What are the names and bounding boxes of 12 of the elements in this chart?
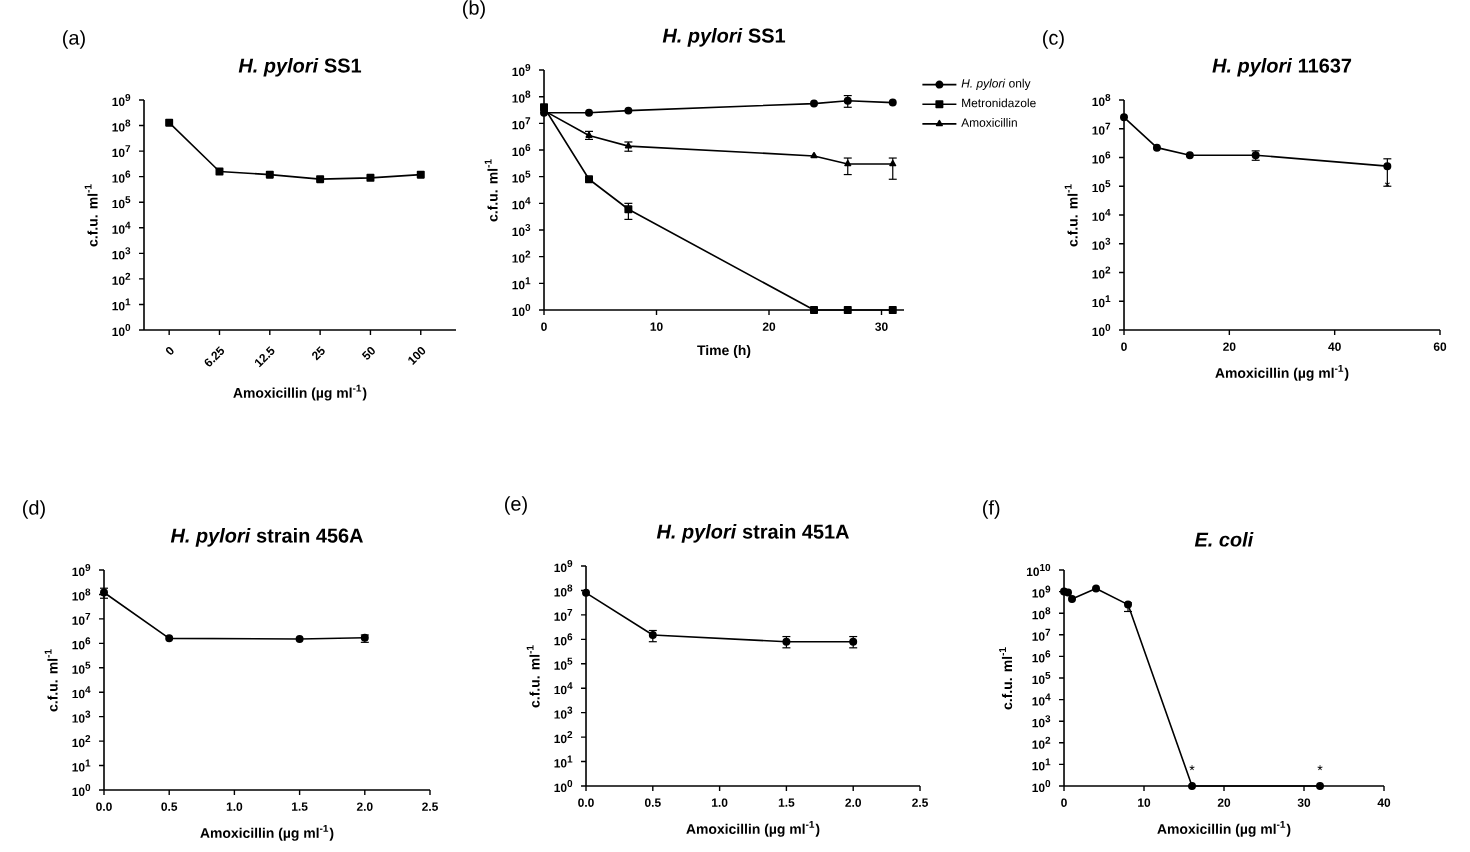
text: (a) [63, 30, 85, 49]
text: (d) [23, 500, 45, 519]
chart-title: H. pylori strain 451A [656, 524, 849, 543]
chart-title: H. pylori SS1 [662, 28, 786, 47]
chart-title: H. pylori 11637 [1212, 58, 1352, 77]
text: (b) [463, 0, 485, 19]
chart-title: H. pylori SS1 [238, 58, 362, 77]
chart-title: E. coli [1194, 531, 1254, 547]
text: (c) [1043, 30, 1064, 49]
text: (f) [983, 500, 1000, 519]
text: (e) [505, 496, 527, 515]
chart-title: H. pylori strain 456A [170, 528, 363, 547]
